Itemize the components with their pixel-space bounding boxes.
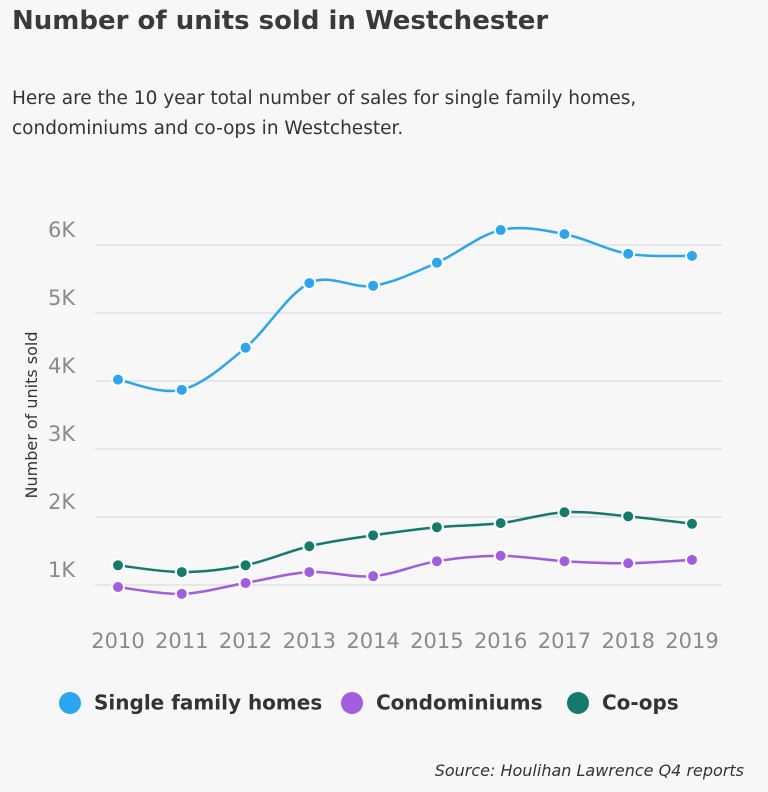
x-tick-label: 2019: [665, 629, 718, 653]
legend-label: Co-ops: [602, 691, 679, 715]
data-point: [685, 552, 699, 567]
data-point: [621, 556, 636, 571]
data-point: [174, 382, 189, 397]
x-tick-label: 2018: [601, 629, 654, 653]
data-point: [238, 575, 253, 590]
legend-marker: [59, 692, 81, 714]
series-line: [117, 226, 693, 393]
y-axis-label: Number of units sold: [22, 331, 41, 498]
x-tick-label: 2013: [283, 629, 336, 653]
data-point: [174, 565, 189, 580]
series-line: [117, 554, 693, 596]
source: Source: Houlihan Lawrence Q4 reports: [435, 761, 744, 780]
data-point: [685, 516, 699, 531]
data-point: [493, 516, 508, 531]
chart-title: Number of units sold in Westchester: [12, 6, 549, 36]
x-tick-label: 2014: [346, 629, 399, 653]
data-point: [174, 586, 189, 601]
y-tick-label: 2K: [48, 490, 76, 514]
y-tick-label: 3K: [48, 422, 76, 446]
data-point: [366, 278, 381, 293]
series-line: [117, 510, 693, 574]
y-tick-label: 6K: [48, 218, 76, 242]
data-point: [302, 276, 317, 291]
chart-subtitle: Here are the 10 year total number of sal…: [12, 88, 637, 139]
data-point: [238, 340, 253, 355]
x-tick-label: 2011: [155, 629, 208, 653]
legend-label: Single family homes: [94, 691, 322, 715]
legend-marker: [567, 692, 589, 714]
data-point: [302, 565, 317, 580]
data-point: [302, 539, 317, 554]
x-tick-label: 2010: [91, 629, 144, 653]
data-point: [366, 528, 381, 543]
y-tick-label: 5K: [48, 286, 76, 310]
data-point: [685, 248, 699, 263]
data-point: [621, 246, 636, 261]
data-point: [111, 558, 125, 573]
y-tick-label: 4K: [48, 354, 76, 378]
x-tick-label: 2017: [538, 629, 591, 653]
data-point: [366, 569, 381, 584]
data-point: [429, 520, 444, 535]
data-point: [557, 227, 572, 242]
data-point: [429, 255, 444, 270]
data-point: [557, 554, 572, 569]
x-tick-label: 2012: [219, 629, 272, 653]
data-point: [429, 554, 444, 569]
data-point: [493, 548, 508, 563]
legend-label: Condominiums: [376, 691, 542, 715]
data-point: [111, 372, 125, 387]
data-point: [111, 580, 125, 595]
y-tick-label: 1K: [48, 558, 76, 582]
x-tick-label: 2016: [474, 629, 527, 653]
x-tick-label: 2015: [410, 629, 463, 653]
data-point: [557, 505, 572, 520]
legend-marker: [341, 692, 363, 714]
data-point: [238, 558, 253, 573]
data-point: [621, 509, 636, 524]
data-point: [493, 223, 508, 238]
